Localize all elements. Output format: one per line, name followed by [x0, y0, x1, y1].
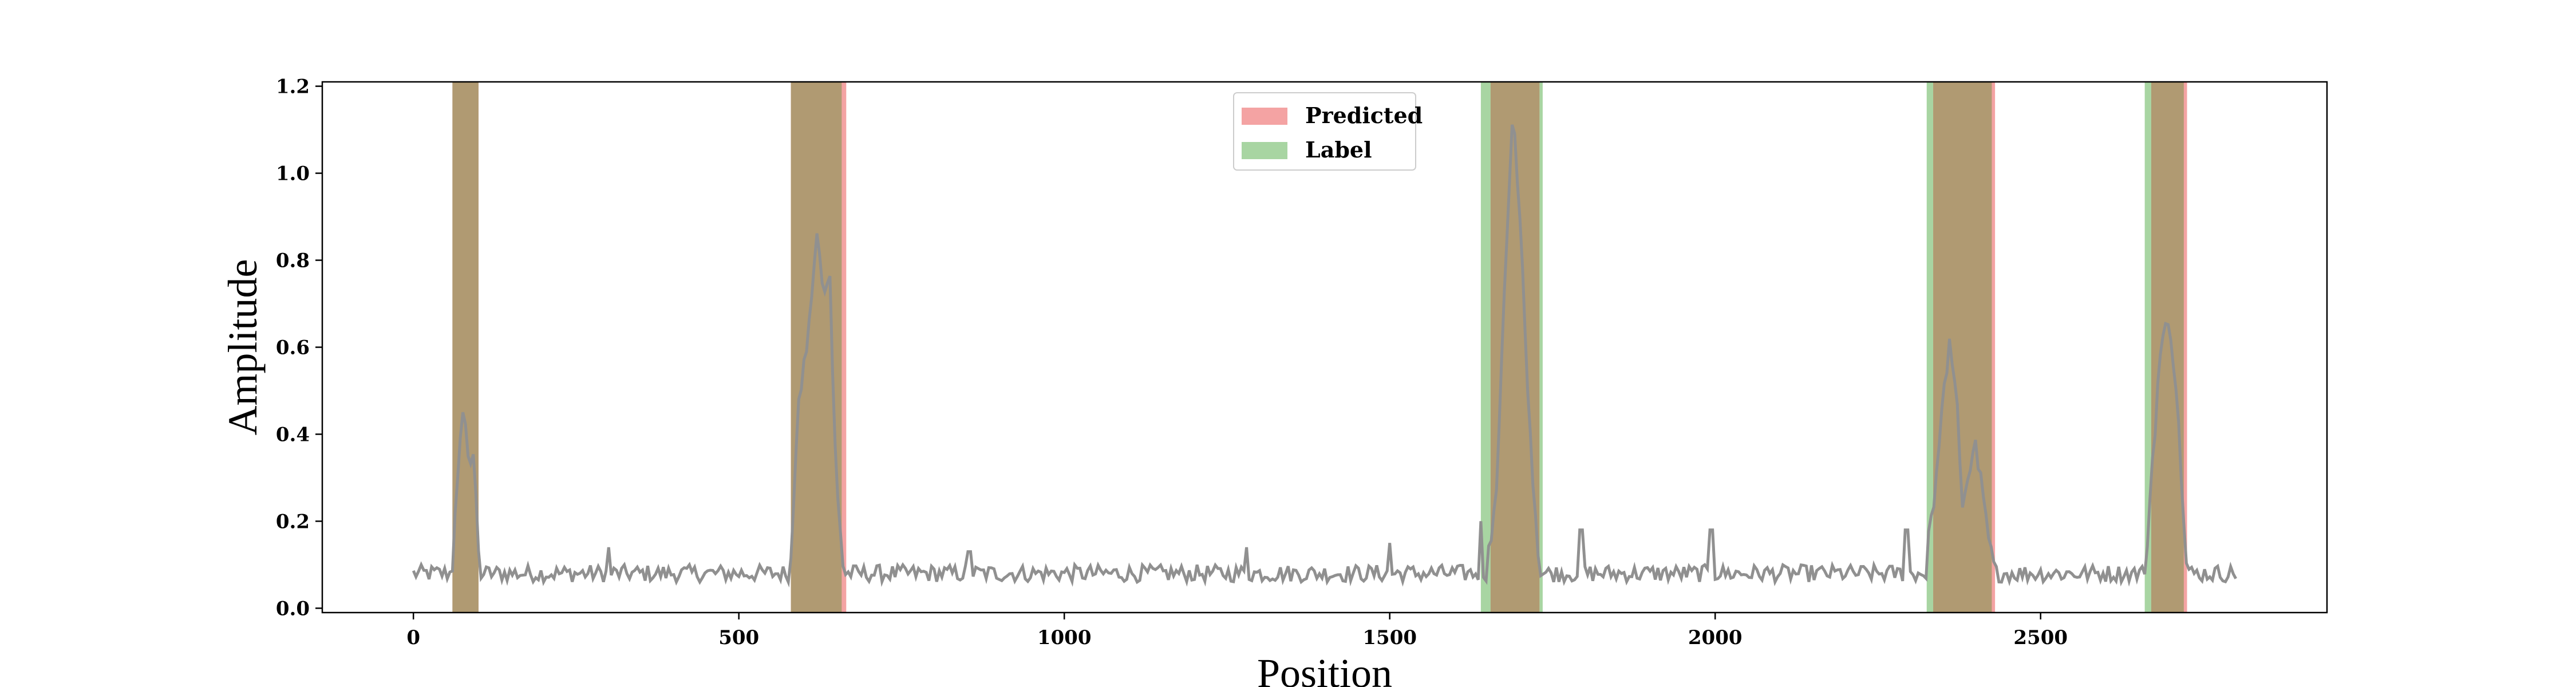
x-tick-label: 500	[718, 626, 759, 649]
overlap-span-2	[791, 82, 842, 613]
x-tick-label: 0	[406, 626, 420, 649]
x-tick-label: 2500	[2013, 626, 2068, 649]
x-tick-label: 2000	[1688, 626, 1743, 649]
overlap-span-4	[1933, 82, 1992, 613]
y-tick-label: 0.4	[276, 423, 310, 446]
y-axis-title: Amplitude	[220, 259, 266, 436]
legend-label: Label	[1305, 137, 1372, 163]
y-tick-label: 1.2	[276, 76, 310, 98]
legend-swatch	[1242, 108, 1287, 125]
x-tick-label: 1500	[1362, 626, 1417, 649]
legend: Predicted Label	[1233, 92, 1423, 171]
y-tick-label: 1.0	[276, 163, 310, 185]
overlap-span-5	[2151, 82, 2184, 613]
legend-swatch	[1242, 142, 1287, 159]
signal-layer	[412, 124, 2237, 588]
overlap-span-1	[452, 82, 479, 613]
overlap-span-3	[1490, 82, 1540, 613]
x-axis-ticks: 0 500 1000 1500 2000 2500	[406, 613, 2068, 649]
y-axis-ticks: 0.0 0.2 0.4 0.6 0.8 1.0 1.2	[276, 76, 322, 620]
y-tick-label: 0.0	[276, 597, 310, 620]
x-axis-title: Position	[1257, 650, 1392, 687]
highlight-spans	[452, 82, 2187, 613]
y-tick-label: 0.2	[276, 510, 310, 533]
legend-label: Predicted	[1305, 102, 1423, 128]
y-tick-label: 0.8	[276, 250, 310, 273]
signal-line	[412, 124, 2237, 588]
y-tick-label: 0.6	[276, 337, 310, 360]
x-tick-label: 1000	[1037, 626, 1092, 649]
